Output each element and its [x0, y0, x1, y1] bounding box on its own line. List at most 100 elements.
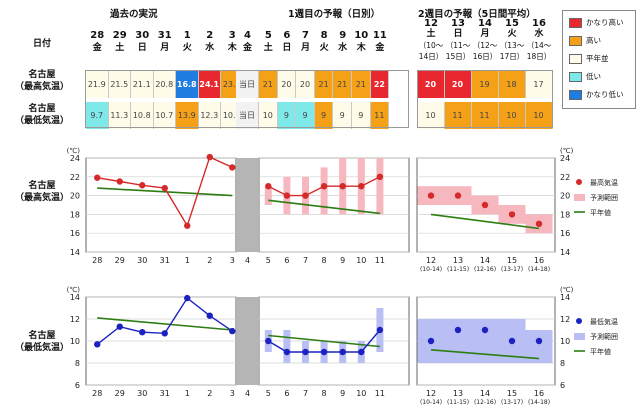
max-panel-1 — [85, 157, 237, 253]
max-xtick-week1: 8 — [322, 256, 327, 265]
min-legend-label: 予測範囲 — [590, 332, 618, 341]
max-xtick-week1: 6 — [284, 256, 289, 265]
max-xtick-past: 30 — [137, 256, 147, 265]
max-ytick-left: 20 — [70, 192, 80, 201]
min-legend-label: 平年値 — [590, 347, 611, 356]
header-week1: 1週目の予報（日別） — [288, 9, 381, 20]
date-weekday: 木 — [227, 43, 237, 53]
min-xtick-week2-sub: (10-14) — [420, 399, 442, 406]
max-ytick-right: 14 — [560, 248, 570, 257]
max-week2-cell: 20 — [444, 71, 472, 98]
max-xtick-week2-sub: (12-16) — [474, 266, 496, 273]
max-week2-point — [535, 220, 543, 227]
date-weekday: 金 — [375, 43, 385, 53]
min-ytick-right: 10 — [560, 337, 570, 346]
min-normal-line-week2 — [430, 349, 540, 360]
min-legend-label: 最低気温 — [590, 317, 618, 326]
max-ytick-left: 14 — [70, 248, 80, 257]
max-week1-cell: 21 — [333, 71, 352, 98]
max-forecast-point — [265, 183, 272, 190]
max-xtick-week2-sub: (13-17) — [501, 266, 523, 273]
min-xtick-today: 4 — [245, 389, 250, 398]
max-ytick-left: 22 — [70, 173, 80, 182]
max-unit-left: (℃) — [67, 147, 81, 155]
max-xtick-week1: 11 — [375, 256, 385, 265]
max-forecast-point — [283, 192, 291, 199]
min-week2-cell: 10 — [525, 102, 553, 129]
date-weekday: 水 — [205, 43, 215, 53]
max-ytick-right: 22 — [560, 173, 570, 182]
chart-label-min-type: （最低気温） — [14, 343, 69, 353]
min-xtick-week1: 7 — [303, 389, 308, 398]
min-legend-band-swatch — [574, 333, 585, 340]
min-past-cell: 9.7 — [86, 102, 109, 129]
min-week2-cell: 11 — [444, 102, 472, 129]
max-week1-cell: 21 — [259, 71, 278, 98]
min-xtick-past: 29 — [115, 389, 125, 398]
date-day: 30 — [135, 30, 150, 41]
date-weekday: 土 — [263, 43, 273, 53]
max-legend-label: 最高気温 — [590, 178, 618, 187]
min-week1-cell: 9 — [277, 102, 297, 129]
date-day: 2 — [206, 30, 214, 41]
min-xtick-past: 1 — [185, 389, 190, 398]
max-xtick-week2: 12 — [426, 256, 436, 265]
max-week2-cell: 18 — [498, 71, 526, 98]
min-xtick-week2: 13 — [453, 389, 463, 398]
max-xtick-past: 1 — [185, 256, 190, 265]
date-weekday: 月 — [160, 43, 170, 53]
max-xtick-week2-sub: (11-15) — [447, 266, 469, 273]
max-week2-point — [427, 192, 435, 199]
min-xtick-week1: 10 — [356, 389, 366, 398]
max-range-bar — [376, 158, 384, 215]
max-observed-point — [139, 182, 146, 189]
row-label-max-type: （最高気温） — [14, 82, 69, 92]
row-label-max-city: 名古屋 — [28, 70, 56, 80]
max-forecast-point — [320, 183, 328, 190]
min-week2-point — [427, 337, 435, 345]
max-xtick-week1: 5 — [266, 256, 271, 265]
max-normal-line-week2 — [430, 213, 540, 230]
date-day: 9 — [339, 30, 347, 41]
min-week2-cell: 11 — [471, 102, 499, 129]
min-normal-line-week1 — [268, 334, 380, 348]
min-xtick-week2: 12 — [426, 389, 436, 398]
max-today-bar — [237, 158, 258, 252]
date-day: 1 — [183, 30, 191, 41]
max-xtick-today: 4 — [245, 256, 250, 265]
date-day: 31 — [157, 30, 172, 41]
max-forecast-point — [302, 192, 309, 199]
min-forecast-point — [358, 348, 365, 356]
max-ytick-right: 24 — [560, 154, 570, 163]
row-label-min-type: （最低気温） — [14, 116, 69, 126]
min-xtick-past: 2 — [207, 389, 212, 398]
min-ytick-left: 8 — [75, 359, 80, 368]
min-ytick-right: 14 — [560, 293, 570, 302]
max-week2-cell: 20 — [417, 71, 445, 98]
min-today-cell: 当日 — [236, 102, 259, 129]
table-legend-item: 高い — [569, 35, 601, 46]
min-range-bar — [283, 330, 291, 363]
max-observed-point — [94, 174, 101, 181]
date-label: 日付 — [32, 39, 51, 49]
row-label-min-city: 名古屋 — [28, 104, 56, 114]
chart-label-max-city: 名古屋 — [28, 181, 56, 191]
max-week1-cell: 20 — [277, 71, 297, 98]
min-xtick-week1: 5 — [266, 389, 271, 398]
min-forecast-point — [376, 326, 384, 334]
min-xtick-week2-sub: (12-16) — [474, 399, 496, 406]
max-observed-point — [206, 153, 213, 161]
max-forecast-point — [339, 183, 346, 190]
max-week2-point — [454, 192, 462, 199]
date-header-cell: 10 木 — [350, 30, 372, 54]
date-header-cell: 30 日 — [131, 30, 153, 54]
min-week1-cell: 10 — [259, 102, 278, 129]
min-ytick-right: 6 — [560, 381, 565, 390]
max-past-cell: 24.1 — [198, 71, 221, 98]
min-past-cell: 12.3 — [198, 102, 221, 129]
max-past-cell: 21.1 — [131, 71, 154, 98]
max-ytick-left: 24 — [70, 154, 80, 163]
